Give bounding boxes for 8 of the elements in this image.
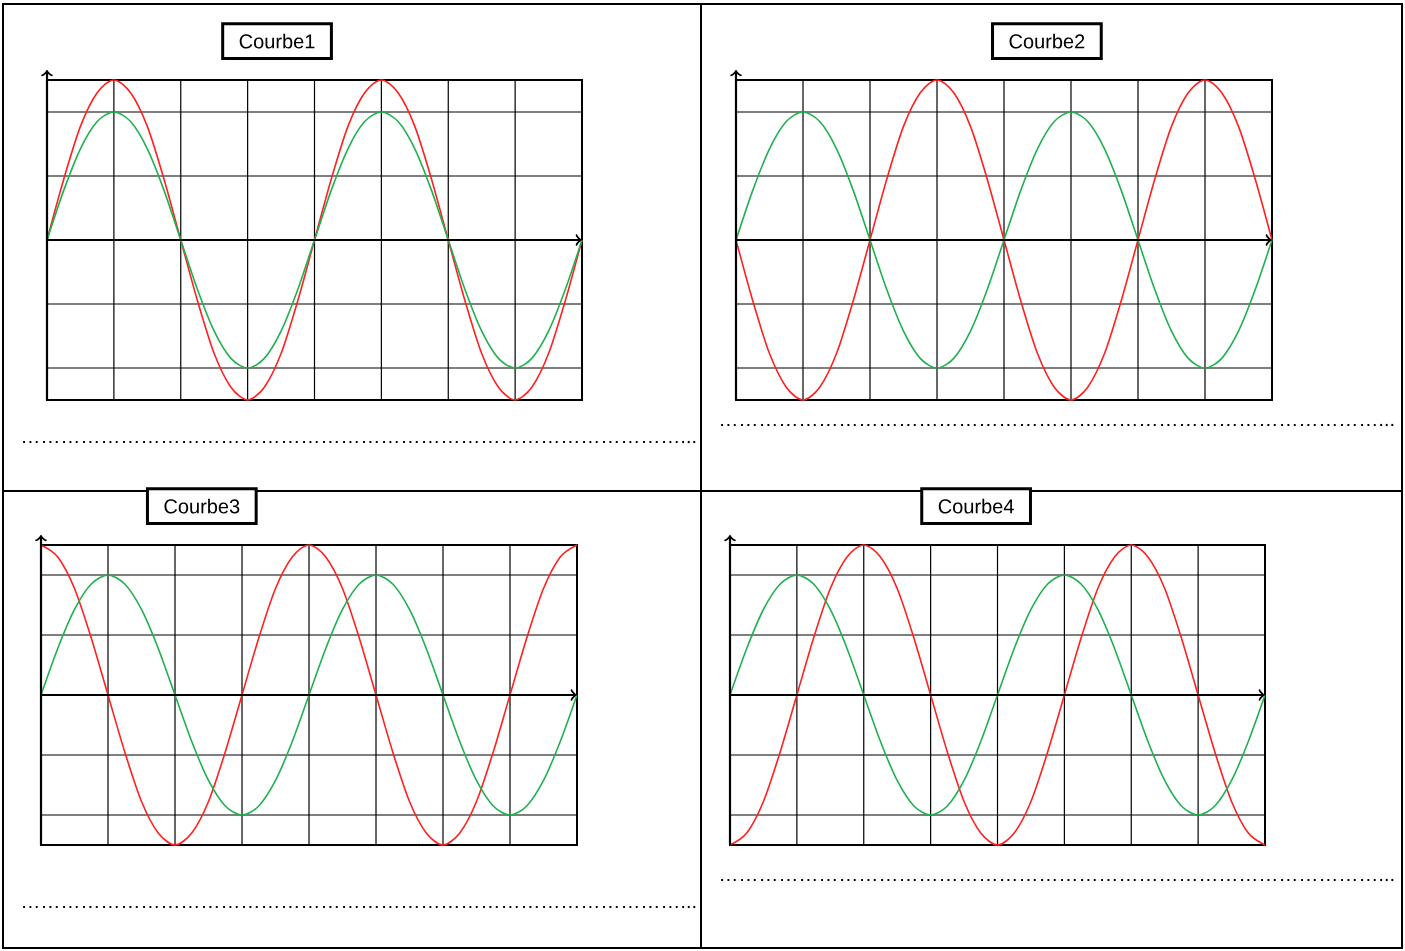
chart-title: Courbe3	[164, 498, 240, 514]
chart-title: Courbe2	[1009, 33, 1085, 49]
text: ………………………………………………………………………………………...	[721, 878, 1394, 882]
chart-title: Courbe1	[239, 33, 315, 49]
text: ………………………………………………………………………………………...	[23, 440, 696, 444]
text: ………………………………………………………………………………………...	[23, 905, 696, 909]
chart-title: Courbe4	[938, 498, 1014, 514]
text: ………………………………………………………………………………………...	[721, 423, 1394, 427]
